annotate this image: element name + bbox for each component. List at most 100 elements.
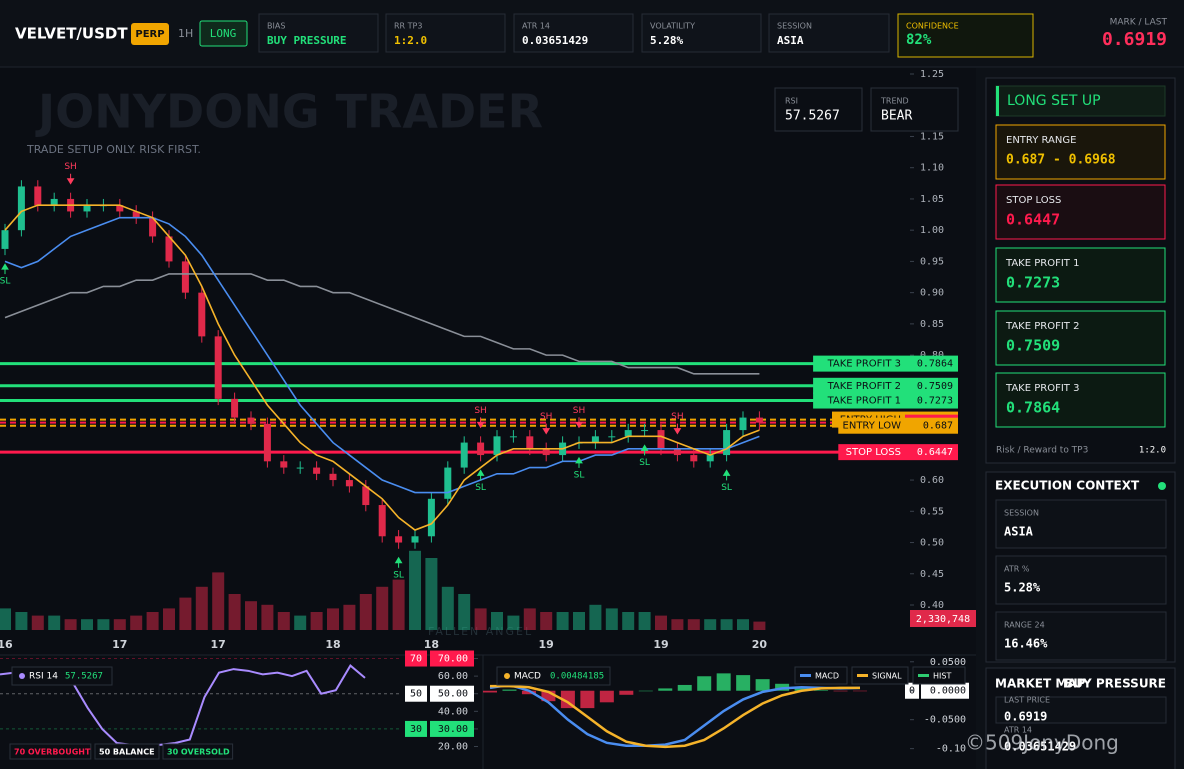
macd-legend-box [851, 666, 909, 685]
setup-card-label: TAKE PROFIT 2 [1005, 321, 1079, 332]
setup-title-box [995, 85, 1166, 117]
marker-arrow [640, 444, 649, 456]
rsi-current: 57.5267 [65, 672, 103, 682]
rsi-dot [19, 673, 25, 679]
histogram-bar [833, 690, 848, 692]
volume-bar [130, 615, 143, 630]
macd-dot [504, 673, 510, 679]
macd-legend: HIST [933, 672, 951, 681]
histogram-bar [677, 684, 692, 691]
candle-body [181, 261, 189, 293]
rr-value: 1:2.0 [1139, 446, 1166, 456]
setup-card [995, 184, 1166, 240]
swing-marker: SH [671, 412, 683, 422]
histogram-bar [755, 679, 770, 691]
volume-bar [622, 612, 635, 630]
candle-body [50, 198, 58, 206]
volume-bar [737, 619, 749, 630]
candle-body [1, 230, 9, 249]
header-box-label: VOLATILITY [650, 22, 695, 31]
candle-body [624, 430, 632, 437]
y-tick-label: 50.00 [438, 689, 468, 700]
marker-arrow [722, 469, 731, 481]
macd-legend-box [794, 666, 848, 685]
candle-body [345, 480, 353, 487]
header-box-value: BUY PRESSURE [267, 34, 346, 47]
histogram-bar [599, 690, 614, 703]
header-box-label: SESSION [777, 22, 812, 31]
volume-bar [31, 615, 44, 630]
histogram-bar [697, 676, 712, 691]
volume-bar [343, 604, 356, 630]
level-value: 0.7864 [917, 359, 953, 370]
candle-body [395, 536, 403, 543]
candle-body [198, 292, 206, 337]
marker-arrow [575, 417, 583, 429]
timeframe[interactable]: 1H [178, 27, 193, 40]
level-value: 0.6447 [917, 447, 953, 458]
candle-body [739, 417, 747, 431]
rsi-legend: 50 BALANCE [99, 748, 155, 757]
x-tick-label: 17 [112, 638, 127, 651]
watermark-title: JONYDONG TRADER [35, 85, 543, 139]
volume-bar [228, 594, 241, 630]
histogram-bar [638, 690, 653, 692]
macd-legend: SIGNAL [872, 672, 902, 681]
setup-card-value: 0.687 - 0.6968 [1006, 153, 1116, 168]
level-name-box [838, 417, 905, 434]
volume-bar [64, 619, 77, 630]
candle-body [542, 448, 550, 456]
setup-card-label: TAKE PROFIT 1 [1005, 258, 1079, 269]
candle-body [673, 448, 681, 456]
level-name: STOP LOSS [846, 447, 901, 458]
symbol: VELVET/USDT [15, 25, 128, 43]
y-tick-label: 0.85 [920, 319, 944, 330]
y-tick-label: 0.55 [920, 506, 944, 517]
header-box-label: BIAS [267, 22, 285, 31]
mark-label: MARK / LAST [1110, 18, 1168, 28]
candle-body [362, 486, 370, 506]
market-type: PERP [135, 29, 164, 40]
volume-bar [81, 619, 93, 630]
swing-marker: SL [393, 570, 404, 580]
volume-bar [163, 608, 175, 630]
swing-marker: SL [0, 277, 10, 287]
volume-bar [671, 619, 684, 630]
candle-body [641, 430, 649, 432]
context-label: SESSION [1004, 509, 1039, 518]
y-tick-label: 40.00 [438, 706, 468, 717]
header-box-value: 0.03651429 [522, 34, 588, 47]
level-value-box [905, 377, 958, 394]
rsi-level-value: 50 [410, 689, 422, 700]
histogram-bar [502, 689, 517, 691]
moving-average [4, 273, 760, 375]
header-box [258, 13, 379, 53]
swing-marker: SH [64, 162, 76, 172]
histogram-bar [580, 690, 595, 709]
candle-body [17, 186, 25, 231]
setup-card-value: 0.7509 [1006, 337, 1060, 355]
candle-body [132, 211, 140, 218]
setup-title: LONG SET UP [1007, 93, 1101, 109]
marker-arrow [394, 556, 403, 568]
volume-bar [392, 579, 405, 630]
y-tick-label: 1.05 [920, 194, 944, 205]
volume-bar [146, 612, 159, 630]
macd-header-box [496, 666, 611, 686]
marker-arrow [66, 173, 75, 185]
histogram-bar [736, 675, 751, 691]
y-tick-label: 1.00 [920, 225, 944, 236]
candle-body [460, 442, 468, 468]
volume-bar [310, 612, 323, 630]
level-name-box [813, 377, 905, 394]
header-box [897, 13, 1034, 58]
histogram-bar [716, 673, 731, 691]
rsi-legend-box [162, 743, 234, 760]
y-tick-label: 30.00 [438, 724, 468, 735]
rsi-legend: 30 OVERSOLD [167, 748, 230, 757]
volume-bar [179, 597, 192, 630]
swing-marker: SL [475, 483, 486, 493]
volume-bar [359, 594, 372, 630]
marker-arrow [673, 423, 682, 435]
context-card [995, 611, 1167, 661]
